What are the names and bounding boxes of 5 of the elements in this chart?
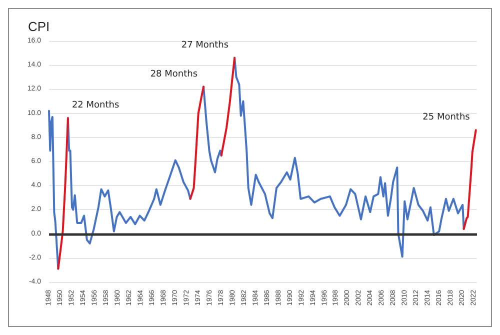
chart-title: CPI (28, 19, 50, 34)
annotation: 27 Months (181, 40, 229, 50)
annotation: 22 Months (72, 100, 120, 111)
annotation: 25 Months (422, 112, 470, 123)
annotation: 28 Months (150, 69, 198, 80)
